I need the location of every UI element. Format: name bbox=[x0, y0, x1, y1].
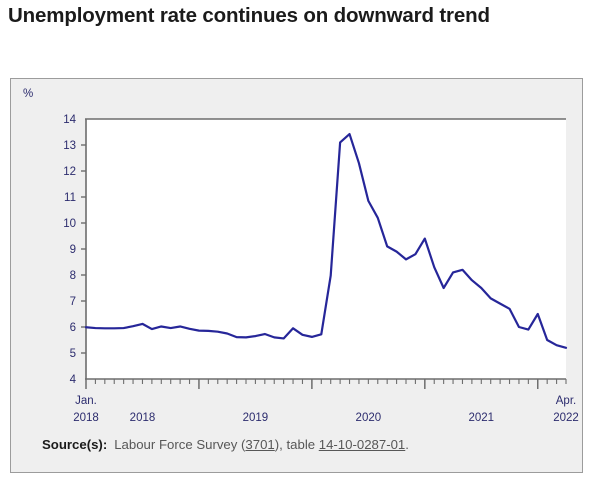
y-axis-tick-label: 8 bbox=[70, 270, 76, 282]
x-axis-year-label: 2020 bbox=[356, 412, 382, 424]
plot-area: 4 5 6 7 8 9 10 11 12 13 14 Jan. 2018 2018 2019 2020 2021… bbox=[11, 79, 584, 474]
x-axis-year-label: 2021 bbox=[468, 412, 494, 424]
y-axis-tick-label: 13 bbox=[63, 140, 76, 152]
x-axis-year-label: 2019 bbox=[243, 412, 269, 424]
y-axis-tick-label: 4 bbox=[70, 374, 77, 386]
source-link-survey[interactable]: 3701 bbox=[245, 437, 275, 452]
y-axis-tick-label: 6 bbox=[70, 322, 76, 334]
y-axis-tick-label: 10 bbox=[63, 218, 76, 230]
plot-background bbox=[86, 119, 566, 379]
y-axis-tick-label: 14 bbox=[63, 114, 76, 126]
source-label: Source(s): bbox=[42, 437, 108, 452]
source-text-before: Labour Force Survey ( bbox=[114, 437, 246, 452]
data-series-line bbox=[84, 132, 568, 349]
y-axis-tick-label: 5 bbox=[70, 348, 76, 360]
line-chart-svg: 4 5 6 7 8 9 10 11 12 13 14 Jan. 2018 2018 2019 2020 2021… bbox=[63, 114, 579, 424]
source-text-middle: ), table bbox=[274, 437, 319, 452]
y-axis-unit-label: % bbox=[23, 88, 34, 100]
y-axis-tick-label: 7 bbox=[70, 296, 76, 308]
chart-panel: % 4 5 6 7 8 9 10 11 12 13 14 Jan. 2018 2018 2019 2020 20… bbox=[10, 78, 583, 473]
x-axis-year-label: 2018 bbox=[73, 412, 99, 424]
x-axis-year-label: 2018 bbox=[130, 412, 156, 424]
x-axis-month-label: Jan. bbox=[75, 395, 97, 407]
x-axis-year-label: 2022 bbox=[553, 412, 579, 424]
x-axis-month-label: Apr. bbox=[556, 395, 576, 407]
y-axis-tick-label: 11 bbox=[64, 192, 76, 204]
y-axis-tick-label: 9 bbox=[70, 244, 76, 256]
source-link-table[interactable]: 14-10-0287-01 bbox=[318, 437, 406, 452]
y-axis-tick-label: 12 bbox=[63, 166, 76, 178]
source-text-after: . bbox=[405, 437, 409, 452]
page-title: Unemployment rate continues on downward … bbox=[8, 4, 490, 27]
source-note: Source(s): Labour Force Survey (3701), ta… bbox=[42, 437, 409, 452]
